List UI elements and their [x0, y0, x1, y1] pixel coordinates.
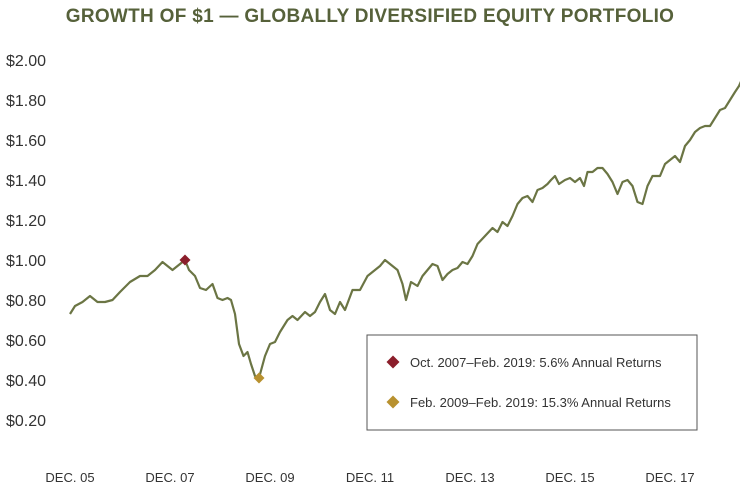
legend-label: Feb. 2009–Feb. 2019: 15.3% Annual Return…	[410, 395, 671, 410]
x-tick-label: DEC. 09	[245, 470, 294, 485]
x-tick-label: DEC. 17	[645, 470, 694, 485]
y-tick-label: $1.60	[6, 133, 46, 150]
markers	[179, 254, 265, 384]
x-axis-ticks: DEC. 05 DEC. 07 DEC. 09 DEC. 11 DEC. 13 DEC. …	[45, 470, 694, 485]
y-tick-label: $0.20	[6, 413, 46, 430]
y-tick-label: $1.00	[6, 253, 46, 270]
y-tick-label: $0.60	[6, 333, 46, 350]
legend-marker	[386, 355, 400, 369]
x-tick-label: DEC. 15	[545, 470, 594, 485]
x-tick-label: DEC. 11	[346, 470, 394, 485]
x-tick-label: DEC. 05	[45, 470, 94, 485]
x-tick-label: DEC. 07	[145, 470, 194, 485]
legend-box	[366, 334, 698, 431]
chart-title: GROWTH OF $1 — GLOBALLY DIVERSIFIED EQUI…	[65, 6, 675, 27]
y-tick-label: $1.20	[6, 213, 46, 230]
legend-marker	[386, 395, 400, 409]
peak-marker	[179, 254, 191, 266]
y-tick-label: $1.80	[6, 93, 46, 110]
legend-label: Oct. 2007–Feb. 2019: 5.6% Annual Returns	[410, 355, 662, 370]
y-tick-label: $0.40	[6, 373, 46, 390]
y-tick-label: $2.00	[6, 53, 46, 70]
trough-marker	[253, 372, 265, 384]
y-tick-label: $0.80	[6, 293, 46, 310]
x-tick-label: DEC. 13	[445, 470, 494, 485]
series-line	[69, 80, 740, 380]
y-axis-ticks: $2.00 $1.80 $1.60 $1.40 $1.20 $1.00 $0.80 $0.60…	[6, 53, 46, 430]
legend: Oct. 2007–Feb. 2019: 5.6% Annual Returns…	[366, 334, 698, 431]
y-tick-label: $1.40	[6, 173, 46, 190]
